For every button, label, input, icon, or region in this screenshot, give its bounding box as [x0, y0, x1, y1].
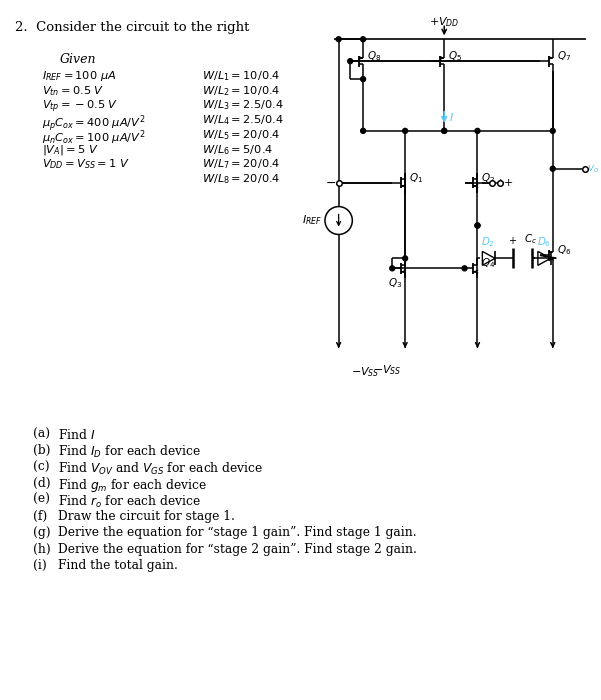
- Text: Find $V_{OV}$ and $V_{GS}$ for each device: Find $V_{OV}$ and $V_{GS}$ for each devi…: [58, 461, 263, 477]
- Text: $Q_8$: $Q_8$: [367, 49, 381, 63]
- Circle shape: [403, 256, 407, 261]
- Circle shape: [403, 128, 407, 134]
- Text: Derive the equation for “stage 1 gain”. Find stage 1 gain.: Derive the equation for “stage 1 gain”. …: [58, 526, 416, 539]
- Text: $|V_A| = 5\ V$: $|V_A| = 5\ V$: [43, 143, 99, 157]
- Text: $I$: $I$: [449, 111, 454, 123]
- Text: $W/L_6 = 5/0.4$: $W/L_6 = 5/0.4$: [202, 143, 273, 157]
- Text: $W/L_1 = 10/0.4$: $W/L_1 = 10/0.4$: [202, 69, 280, 83]
- Text: $C_c$: $C_c$: [525, 232, 537, 246]
- Text: $I_{REF} = 100\ \mu A$: $I_{REF} = 100\ \mu A$: [43, 69, 117, 83]
- Circle shape: [475, 128, 480, 134]
- Text: $D_2$: $D_2$: [481, 236, 495, 249]
- Text: $V_{tn} = 0.5\ V$: $V_{tn} = 0.5\ V$: [43, 84, 105, 98]
- Text: $Q_4$: $Q_4$: [481, 256, 496, 270]
- Text: $Q_2$: $Q_2$: [481, 171, 495, 185]
- Text: $V_{tp} = -0.5\ V$: $V_{tp} = -0.5\ V$: [43, 99, 119, 115]
- Text: $-V_{SS}$: $-V_{SS}$: [352, 365, 380, 379]
- Text: (b): (b): [32, 444, 50, 457]
- Text: Find the total gain.: Find the total gain.: [58, 559, 178, 572]
- Text: $-$: $-$: [325, 176, 336, 189]
- Circle shape: [390, 266, 395, 271]
- Text: $v_o$: $v_o$: [587, 163, 599, 174]
- Text: $Q_6$: $Q_6$: [557, 244, 571, 258]
- Text: $Q_1$: $Q_1$: [409, 171, 423, 185]
- Text: (d): (d): [32, 477, 50, 490]
- Text: Derive the equation for “stage 2 gain”. Find stage 2 gain.: Derive the equation for “stage 2 gain”. …: [58, 542, 417, 556]
- Text: Find $g_m$ for each device: Find $g_m$ for each device: [58, 477, 207, 494]
- Circle shape: [361, 36, 365, 42]
- Text: $W/L_3 = 2.5/0.4$: $W/L_3 = 2.5/0.4$: [202, 99, 284, 113]
- Circle shape: [551, 128, 555, 134]
- Circle shape: [462, 266, 467, 271]
- Circle shape: [475, 223, 480, 228]
- Text: Find $I$: Find $I$: [58, 428, 96, 442]
- Text: $D_6$: $D_6$: [537, 236, 551, 249]
- Text: (i): (i): [32, 559, 46, 572]
- Text: $+$: $+$: [495, 177, 505, 188]
- Text: $\mu_p C_{ox} = 400\ \mu A/V^2$: $\mu_p C_{ox} = 400\ \mu A/V^2$: [43, 113, 146, 134]
- Text: $Q_5$: $Q_5$: [448, 49, 462, 63]
- Text: (a): (a): [32, 428, 50, 441]
- Text: $I_{REF}$: $I_{REF}$: [302, 214, 322, 228]
- Circle shape: [361, 128, 365, 134]
- Text: $W/L_4 = 2.5/0.4$: $W/L_4 = 2.5/0.4$: [202, 113, 284, 127]
- Circle shape: [361, 76, 365, 82]
- Circle shape: [442, 128, 447, 134]
- Text: (e): (e): [32, 494, 50, 506]
- Text: (c): (c): [32, 461, 49, 474]
- Text: Find $r_o$ for each device: Find $r_o$ for each device: [58, 494, 201, 510]
- Text: $Q_7$: $Q_7$: [557, 49, 571, 63]
- Text: Draw the circuit for stage 1.: Draw the circuit for stage 1.: [58, 510, 235, 523]
- Text: $W/L_8 = 20/0.4$: $W/L_8 = 20/0.4$: [202, 172, 280, 186]
- Text: (g): (g): [32, 526, 50, 539]
- Text: $Q_3$: $Q_3$: [388, 276, 402, 290]
- Text: (f): (f): [32, 510, 47, 523]
- Circle shape: [442, 128, 447, 134]
- Circle shape: [475, 223, 480, 228]
- Text: (h): (h): [32, 542, 50, 556]
- Text: $+$: $+$: [503, 177, 513, 188]
- Circle shape: [336, 36, 341, 42]
- Circle shape: [348, 59, 353, 64]
- Text: $-V_{SS}$: $-V_{SS}$: [373, 363, 402, 377]
- Text: Find $I_D$ for each device: Find $I_D$ for each device: [58, 444, 201, 460]
- Text: Given: Given: [60, 53, 97, 66]
- Text: $W/L_5 = 20/0.4$: $W/L_5 = 20/0.4$: [202, 128, 280, 142]
- Text: $W/L_7 = 20/0.4$: $W/L_7 = 20/0.4$: [202, 158, 280, 172]
- Text: $W/L_2 = 10/0.4$: $W/L_2 = 10/0.4$: [202, 84, 280, 98]
- Text: $+V_{DD}$: $+V_{DD}$: [429, 15, 460, 29]
- Text: $V_{DD} = V_{SS} = 1\ V$: $V_{DD} = V_{SS} = 1\ V$: [43, 158, 130, 172]
- Circle shape: [551, 166, 555, 172]
- Text: 2.  Consider the circuit to the right: 2. Consider the circuit to the right: [15, 21, 249, 34]
- Text: $+$: $+$: [508, 235, 517, 246]
- Text: $\mu_n C_{ox} = 100\ \mu A/V^2$: $\mu_n C_{ox} = 100\ \mu A/V^2$: [43, 128, 146, 147]
